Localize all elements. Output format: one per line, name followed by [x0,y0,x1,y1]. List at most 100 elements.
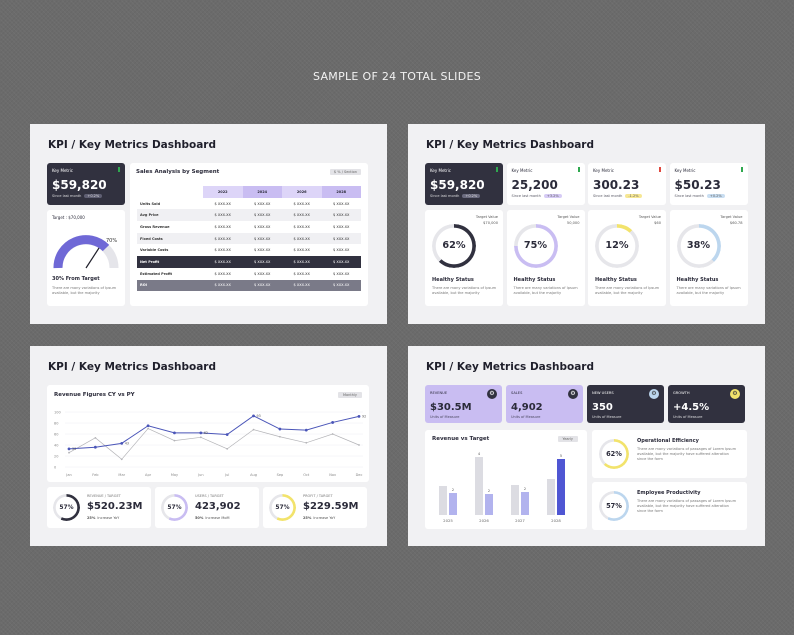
target-value: $60 [654,221,661,225]
target-value: $60.78 [729,221,743,225]
year-header: 2028 [321,186,361,198]
inc-pct: 25% [303,516,312,520]
key-metric-card: Key Metric $59,820 Since last month +0.2% [47,163,125,205]
ring-track [513,224,558,268]
x-tick-label: Aug [250,473,257,477]
sales-filter-button[interactable]: $ % / Section [329,169,361,175]
status-title: Healthy Status [676,277,719,283]
key-metric-label: Key Metric [511,168,533,173]
status-title: Healthy Status [432,277,474,283]
data-label: 92 [362,414,366,418]
data-point [120,458,123,461]
status-desc: There are many variations of Ipsum avail… [513,286,578,296]
target-value-label: Target Value [638,215,661,219]
bar-label: 5 [560,454,562,458]
ring-percent: 75% [523,240,548,251]
data-point [331,421,335,424]
row-label: Variable Costs [140,248,169,253]
data-point [120,441,124,445]
bar [547,479,555,515]
slide-4[interactable]: KPI / Key Metrics Dashboard REVENUE ⚙ $30.… [408,346,765,546]
year-header: 2022 [203,186,243,198]
table-cell: $ XXX.XX [214,248,231,253]
data-point [225,433,229,436]
sub-text: Since last month [593,194,623,198]
gear-icon: ⚙ [730,389,740,399]
kpi-tile: SALES ⚙ 4,902 Units of Measure [506,385,583,423]
table-cell: $ XXX.XX [333,236,350,241]
data-point [199,436,202,439]
gear-icon: ⚙ [487,389,497,399]
progress-ring: 38% [676,224,721,268]
tile-label: GROWTH [673,391,690,395]
slide-2[interactable]: KPI / Key Metrics Dashboard Key Metric $5… [408,124,765,324]
x-tick-label: Jan [65,473,71,477]
table-cell: $ XXX.XX [293,201,310,206]
table-cell: $ XXX.XX [333,224,350,229]
target-value: 50,000 [566,221,580,225]
key-metric-card: Key Metric 25,200 Since last month +3.2% [506,163,585,205]
slide-title: KPI / Key Metrics Dashboard [426,361,594,373]
target-value-label: Target Value [475,215,498,219]
gauge-desc: There are many variations of Ipsum avail… [52,286,117,296]
table-cell: $ XXX.XX [333,201,350,206]
table-row: Units Sold $ XXX.XX $ XXX.XX $ XXX.XX $ XXX.… [137,197,361,210]
slide-1[interactable]: KPI / Key Metrics Dashboard Key Metric $… [30,124,387,324]
data-point [305,441,308,444]
chart-filter-button[interactable]: Monthly [337,392,362,398]
row-label: Avg Price [140,213,159,218]
table-row: Estimated Profit $ XXX.XX $ XXX.XX $ XXX.XX… [137,267,361,280]
y-tick-label: 80 [54,422,58,426]
kpi-card: 57% PROFIT / TARGET $229.59M 25% Increase Yo… [263,487,367,528]
x-tick-label: Apr [145,473,152,477]
kpi-card: 57% REVENUE / TARGET $520.23M 25% Increase Y… [47,487,151,528]
status-desc: There are many variations of Ipsum avail… [595,286,660,296]
ring-track [676,224,721,268]
bar-label: 2 [488,489,490,493]
change-badge: -1.2% [625,194,642,198]
inc-text: Increase MoM [205,516,230,520]
table-cell: $ XXX.XX [333,213,350,218]
table-cell: $ XXX.XX [293,213,310,218]
key-metric-value: $59,820 [430,178,485,192]
bar-chart-filter-button[interactable]: Yearly [557,436,578,442]
from-target: 30% From Target [52,276,100,282]
series-line [68,415,360,450]
table-cell: $ XXX.XX [254,236,271,241]
x-tick-label: Dec [356,473,363,477]
trend-arrow-icon [496,167,498,172]
data-point [358,444,360,446]
gear-icon: ⚙ [568,389,578,399]
key-metric-value: $50.23 [674,178,721,192]
bar-label: 2 [524,487,526,491]
bar-chart: 2 2025 4 2 2026 2 2027 5 2028 [439,452,565,523]
tile-sub: Units of Measure [592,415,622,419]
kpi-increase: 25% Increase YoY [87,516,119,520]
ring-track [161,494,188,521]
row-label: Estimated Profit [140,271,173,276]
tile-value: $30.5M [430,402,472,413]
key-metric-sub: Since last month +0.2% [675,194,725,198]
year-header: 2024 [242,186,282,198]
x-tick-label: Sep [277,473,284,477]
bar-chart-card: Revenue vs Target Yearly 2 2025 4 2 2026 2 202… [425,430,587,529]
sales-table: 2022 2024 2026 2028 Units Sold $ XXX.XX $ XXX… [137,186,361,292]
x-tick-label: Nov [329,473,336,477]
ring-percent: 57% [167,504,182,511]
table-row: Avg Price $ XXX.XX $ XXX.XX $ XXX.XX $ XXX.X… [137,209,361,222]
table-cell: $ XXX.XX [214,283,231,288]
key-metric-value: 25,200 [511,178,558,192]
x-tick-label: Jul [224,473,229,477]
x-tick-label: 2025 [443,518,453,523]
slide-3[interactable]: KPI / Key Metrics Dashboard Revenue Figu… [30,346,387,546]
inc-pct: 25% [87,516,96,520]
key-metric-sub: Since last month -1.2% [593,194,642,198]
tile-label: SALES [511,391,523,395]
table-row: Net Profit $ XXX.XX $ XXX.XX $ XXX.XX $ XXX.… [137,256,361,268]
data-label: 33 [72,447,76,451]
key-metric-label: Key Metric [593,168,614,173]
data-point [173,431,176,435]
kpi-tile: NEW USERS ⚙ 350 Units of Measure [587,385,664,423]
key-metric-card: Key Metric $59,820 Since last month +0.2% [425,163,503,205]
kpi-label: USERS / TARGET [195,494,224,498]
